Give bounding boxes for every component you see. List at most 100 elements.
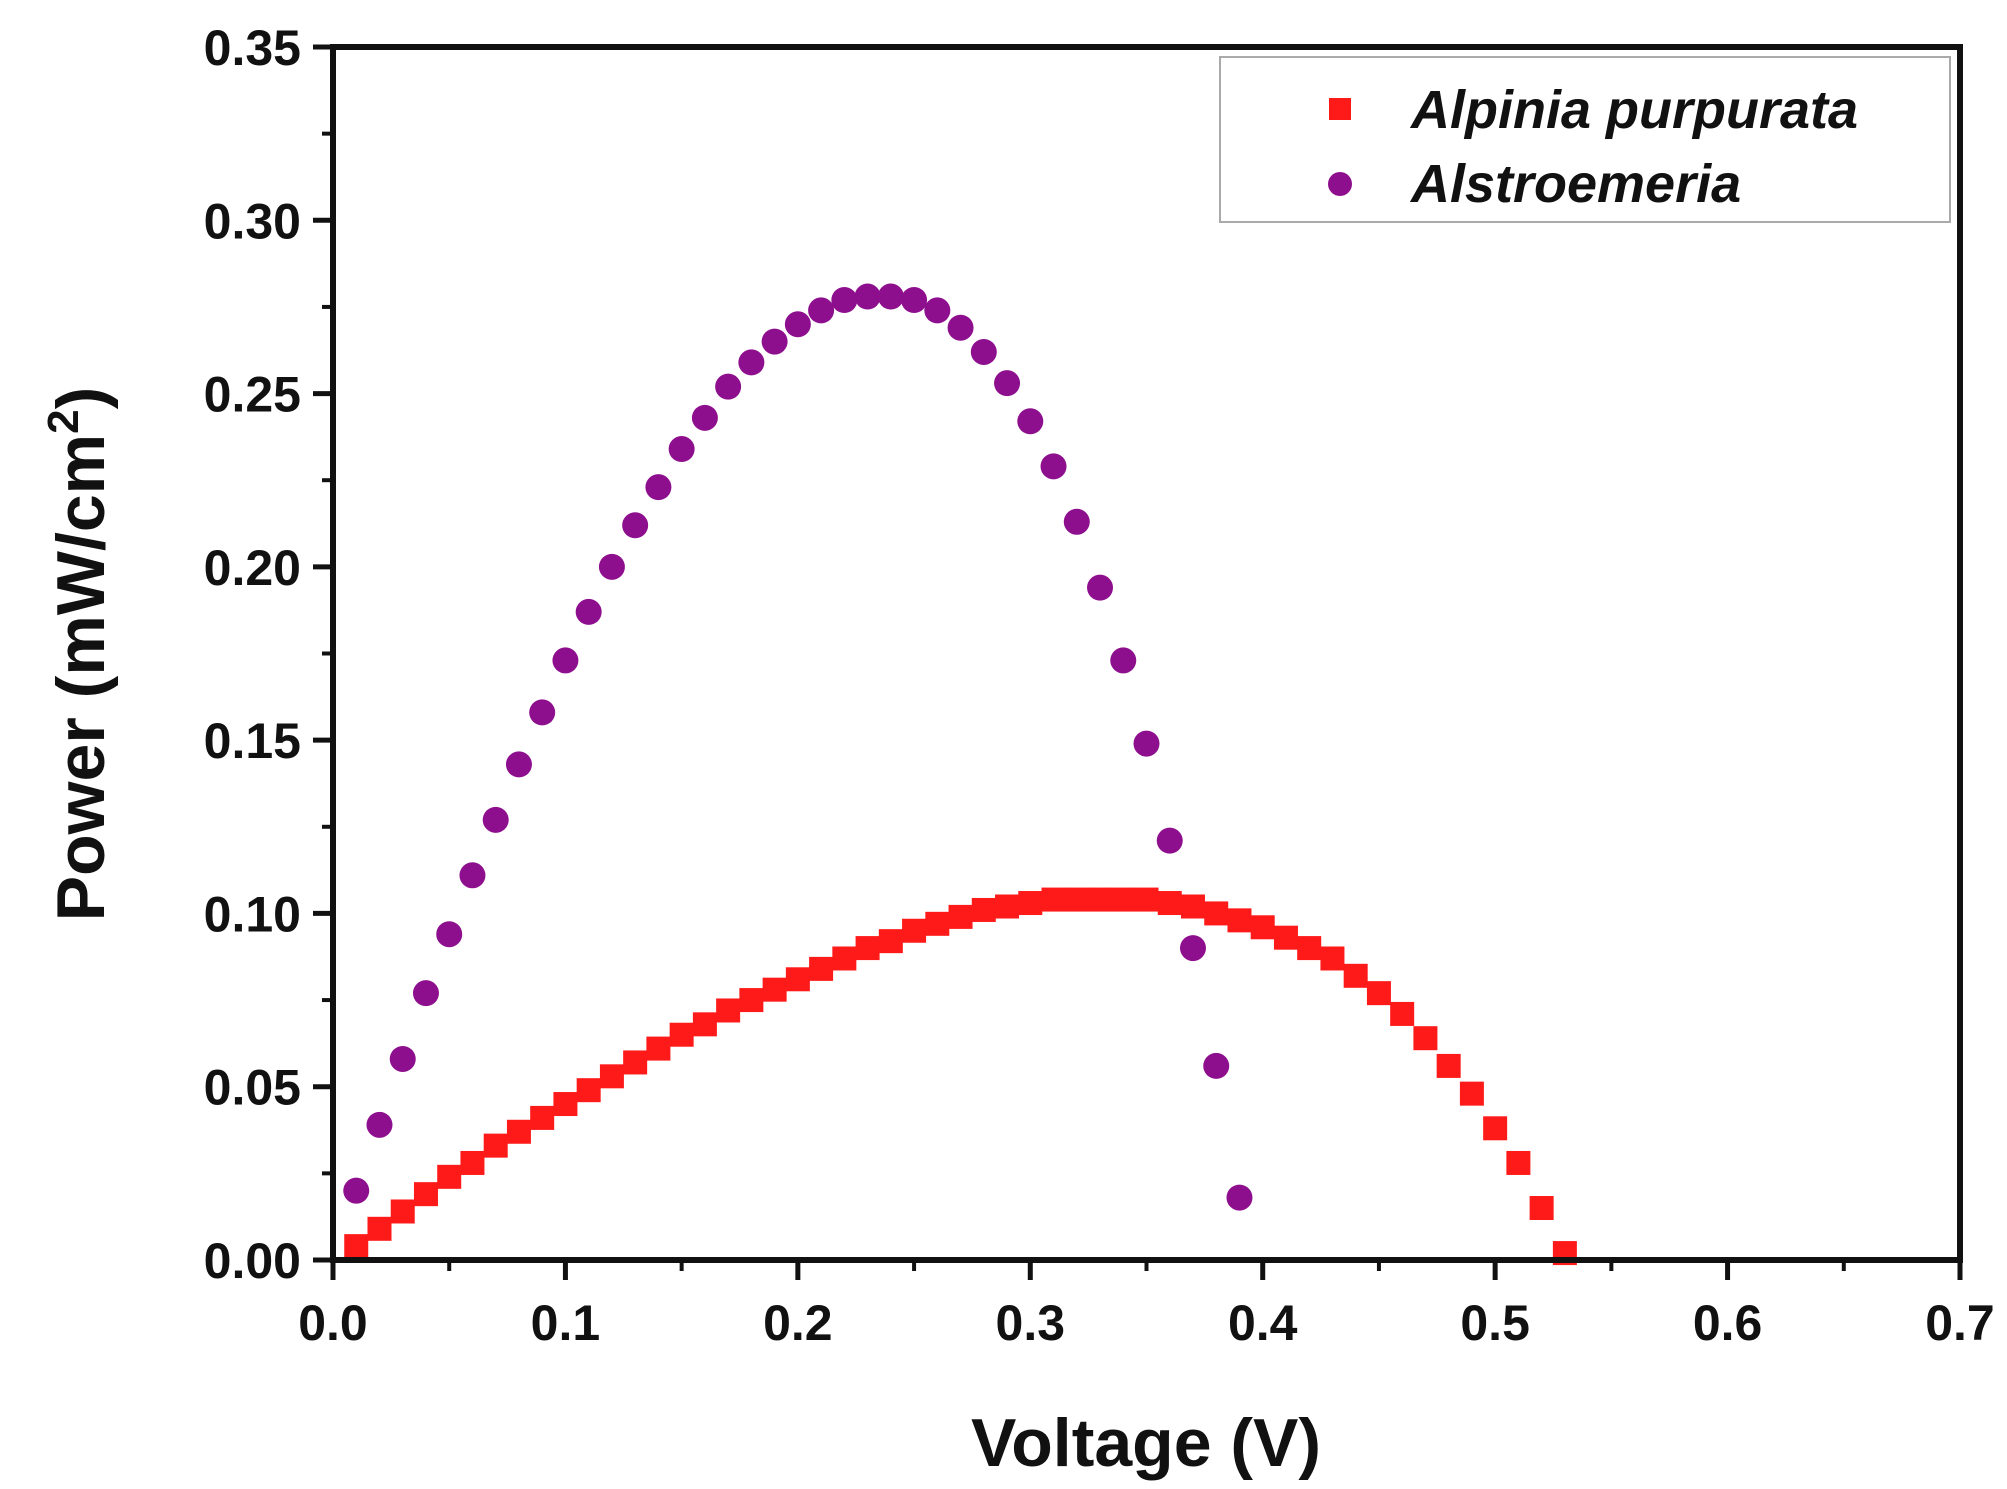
data-point	[1390, 1001, 1415, 1026]
data-point	[924, 297, 951, 324]
data-point	[1459, 1081, 1484, 1106]
y-tick-label: 0.15	[204, 713, 301, 769]
x-tick-label: 0.3	[996, 1295, 1066, 1351]
data-point	[1133, 730, 1160, 757]
x-tick-label: 0.4	[1228, 1295, 1298, 1351]
y-tick-label: 0.10	[204, 886, 301, 942]
data-point	[1436, 1053, 1461, 1078]
y-tick-label: 0.20	[204, 540, 301, 596]
data-point	[1063, 508, 1090, 535]
data-point	[1180, 894, 1205, 919]
data-point	[669, 1022, 694, 1047]
data-point	[482, 806, 509, 833]
data-point	[1018, 891, 1043, 916]
x-tick-label: 0.0	[298, 1295, 368, 1351]
data-point	[808, 297, 835, 324]
y-axis-title: Power (mW/cm2)	[39, 387, 119, 922]
data-point	[878, 929, 903, 954]
data-point	[1110, 647, 1137, 674]
data-point	[460, 1150, 485, 1175]
data-point	[1017, 408, 1044, 435]
data-point	[413, 1182, 438, 1207]
data-marks	[343, 283, 1577, 1266]
x-axis-title: Voltage (V)	[971, 1405, 1321, 1481]
x-tick-label: 0.1	[531, 1295, 601, 1351]
data-point	[598, 553, 625, 580]
data-point	[1250, 915, 1275, 940]
data-point	[1413, 1026, 1438, 1051]
data-point	[389, 1045, 416, 1072]
data-point	[925, 911, 950, 936]
legend-label-alstroemeria: Alstroemeria	[1409, 154, 1741, 214]
data-point	[412, 980, 439, 1007]
data-point	[691, 404, 718, 431]
data-point	[1366, 981, 1391, 1006]
data-point	[877, 283, 904, 310]
series-alpinia-purpurata	[344, 887, 1577, 1266]
data-point	[1343, 963, 1368, 988]
y-tick-labels: 0.00 0.05 0.10 0.15 0.20 0.25 0.30 0.35	[204, 20, 301, 1289]
y-tick-label: 0.25	[204, 367, 301, 423]
data-point	[762, 977, 787, 1002]
data-point	[506, 1119, 531, 1144]
data-point	[809, 956, 834, 981]
data-point	[1087, 574, 1114, 601]
data-point	[1297, 936, 1322, 961]
data-point	[343, 1177, 370, 1204]
data-point	[947, 314, 974, 341]
data-point	[553, 1092, 578, 1117]
data-point	[716, 998, 741, 1023]
data-point	[344, 1234, 369, 1259]
data-point	[1226, 1184, 1253, 1211]
data-point	[692, 1012, 717, 1037]
data-point	[784, 311, 811, 338]
data-point	[738, 349, 765, 376]
data-point	[668, 436, 695, 463]
y-axis-title-main: Power (mW/cm	[43, 434, 119, 921]
data-point	[739, 988, 764, 1013]
data-point	[831, 286, 858, 313]
data-point	[785, 967, 810, 992]
data-point	[575, 598, 602, 625]
data-point	[971, 897, 996, 922]
data-point	[390, 1199, 415, 1224]
data-point	[854, 283, 881, 310]
data-point	[995, 894, 1020, 919]
legend-label-alpinia-purpurata: Alpinia purpurata	[1409, 80, 1858, 140]
data-point	[1156, 827, 1183, 854]
legend-marker-alstroemeria	[1328, 172, 1352, 196]
data-point	[1111, 887, 1136, 912]
data-point	[1134, 887, 1159, 912]
data-point	[623, 1050, 648, 1075]
data-point	[599, 1064, 624, 1089]
data-point	[1227, 908, 1252, 933]
data-point	[366, 1111, 393, 1138]
y-tick-label: 0.30	[204, 193, 301, 249]
y-axis-title-close: )	[43, 387, 119, 410]
data-point	[948, 904, 973, 929]
data-point	[645, 474, 672, 501]
data-point	[436, 921, 463, 948]
data-point	[855, 936, 880, 961]
data-point	[970, 338, 997, 365]
data-point	[1529, 1196, 1554, 1221]
data-point	[1273, 925, 1298, 950]
data-point	[1506, 1150, 1531, 1175]
x-tick-label: 0.2	[763, 1295, 833, 1351]
x-tick-label: 0.5	[1460, 1295, 1530, 1351]
legend-marker-alpinia-purpurata	[1329, 98, 1351, 120]
y-axis-title-superscript: 2	[39, 409, 88, 433]
data-point	[1040, 453, 1067, 480]
data-point	[367, 1216, 392, 1241]
data-point	[832, 946, 857, 971]
x-tick-label: 0.6	[1693, 1295, 1763, 1351]
data-point	[576, 1078, 601, 1103]
y-tick-label: 0.05	[204, 1060, 301, 1116]
x-tick-labels: 0.0 0.1 0.2 0.3 0.4 0.5 0.6 0.7	[298, 1295, 1995, 1351]
x-tick-label: 0.7	[1925, 1295, 1995, 1351]
data-point	[1064, 887, 1089, 912]
data-point	[901, 286, 928, 313]
data-point	[505, 751, 532, 778]
